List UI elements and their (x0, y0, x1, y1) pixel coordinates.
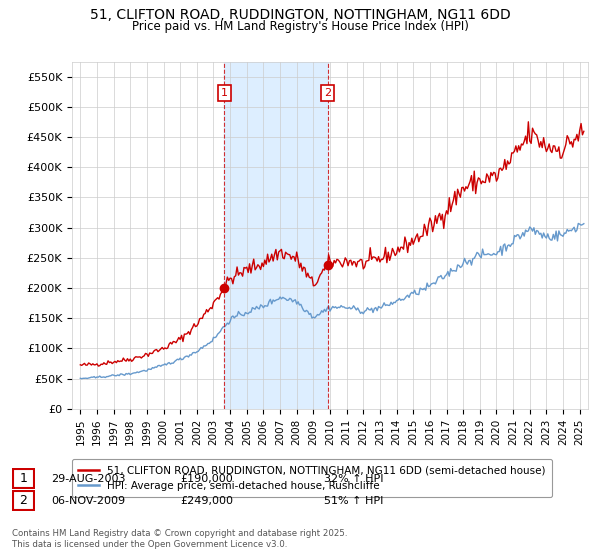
Text: 32% ↑ HPI: 32% ↑ HPI (324, 474, 383, 484)
Text: 2: 2 (19, 494, 28, 507)
Text: £249,000: £249,000 (180, 496, 233, 506)
Text: 29-AUG-2003: 29-AUG-2003 (51, 474, 125, 484)
Text: 1: 1 (19, 472, 28, 485)
Text: 06-NOV-2009: 06-NOV-2009 (51, 496, 125, 506)
Text: Contains HM Land Registry data © Crown copyright and database right 2025.
This d: Contains HM Land Registry data © Crown c… (12, 529, 347, 549)
Text: 51, CLIFTON ROAD, RUDDINGTON, NOTTINGHAM, NG11 6DD: 51, CLIFTON ROAD, RUDDINGTON, NOTTINGHAM… (89, 8, 511, 22)
Text: Price paid vs. HM Land Registry's House Price Index (HPI): Price paid vs. HM Land Registry's House … (131, 20, 469, 32)
Text: 51% ↑ HPI: 51% ↑ HPI (324, 496, 383, 506)
Bar (224, 62, 328, 409)
Text: £190,000: £190,000 (180, 474, 233, 484)
Text: 2: 2 (324, 88, 331, 98)
Legend: 51, CLIFTON ROAD, RUDDINGTON, NOTTINGHAM, NG11 6DD (semi-detached house), HPI: A: 51, CLIFTON ROAD, RUDDINGTON, NOTTINGHAM… (72, 459, 552, 497)
Text: 1: 1 (221, 88, 228, 98)
